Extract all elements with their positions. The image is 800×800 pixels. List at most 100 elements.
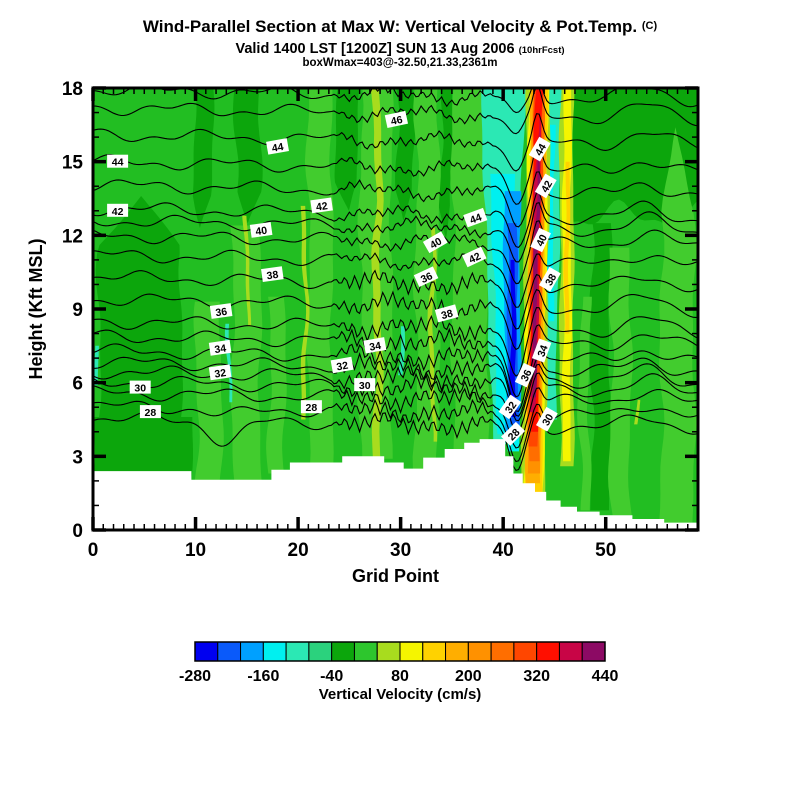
isentrope-32 [93,363,698,422]
page-title: Wind-Parallel Section at Max W: Vertical… [0,17,800,37]
weak-downdraft-stripe [589,223,613,511]
isentrope-42 [93,192,698,249]
contour-label-box [531,338,552,363]
colorbar-cell [331,641,355,662]
contour-label: 34 [531,338,552,363]
contour-label: 44 [107,154,129,169]
contour-label: 36 [514,362,536,388]
isentrope-33 [93,352,698,417]
isentrope-40 [93,220,698,285]
contour-label-box [384,110,409,128]
contour-label-box [107,203,129,217]
y-tick-label: 6 [72,374,83,395]
contour-label: 44 [266,138,289,155]
updraft-streak-stripe [300,205,310,420]
contour-label-value: 38 [543,272,559,288]
colorbar-cell [376,641,401,662]
axis-ticks [91,86,699,532]
colorbar-tick-label: -160 [247,668,279,685]
updraft-band-stripe [563,161,571,334]
contour-label-box [363,337,387,354]
contour-label-box [300,400,322,414]
weak-downdraft-stripe [232,88,263,224]
contour-label: 38 [261,266,284,282]
contour-label-value: 28 [145,407,157,419]
contour-label: 42 [107,203,129,218]
contour-label-box [514,362,536,388]
colorbar-tick-label: 80 [391,668,409,685]
contour-label: 30 [129,380,151,395]
contour-label-value: 30 [540,412,556,428]
isentrope-44 [93,145,698,205]
contour-label-value: 40 [534,233,550,249]
isentrope-37 [93,288,698,351]
isentrope-36 [93,307,698,377]
contour-label-value: 34 [368,340,382,354]
colorbar-cell [422,641,447,662]
contour-label: 42 [534,173,557,199]
forecast-hour-note: (10hrFcst) [518,45,565,56]
isentrope-contours [93,88,698,472]
colorbar-cell [581,641,606,662]
weak-updraft-stripe [229,225,263,481]
contour-label-value: 32 [336,360,350,374]
weak-downdraft-stripe [334,88,360,211]
contour-label: 32 [208,364,232,381]
colorbar-cell [240,641,264,662]
contour-label-box [354,378,376,392]
colorbar-title: Vertical Velocity (cm/s) [319,686,482,703]
contour-label: 28 [501,421,526,446]
weak-downdraft-stripe [93,417,193,481]
isentrope-43 [93,171,698,228]
isentrope-38 [93,269,698,330]
x-tick-label: 40 [493,540,514,561]
contour-label-box [129,380,151,394]
contour-label-value: 46 [390,114,404,128]
contour-label-value: 36 [419,270,435,286]
y-tick-label: 15 [62,153,84,174]
contour-label-value: 30 [359,380,371,392]
contour-label: 32 [498,394,522,420]
max-w-info-line: boxWmax=403@-32.50,21.33,2361m [302,57,498,69]
x-tick-label: 50 [595,540,616,561]
contour-label: 40 [422,231,448,254]
weak-updraft-stripe [577,296,592,511]
contour-label-value: 34 [535,343,550,358]
contour-label-box [538,266,561,292]
valid-time-subtitle: Valid 1400 LST [1200Z] SUN 13 Aug 2006 (… [0,41,800,57]
colorbar: -280 -160 -40 80 200 320 440 Vertical Velocity … [179,641,619,703]
contour-label-box [434,304,459,323]
contour-label: 42 [462,246,487,268]
contour-label: 44 [528,136,551,162]
contour-label-box [208,339,232,356]
contour-label-box [534,173,557,199]
contour-label-box [462,246,487,268]
x-tick-label: 20 [288,540,309,561]
contour-label: 42 [310,197,333,214]
contour-label-box [422,231,448,254]
colorbar-tick-label: 200 [455,668,482,685]
contour-label: 28 [300,400,322,414]
contour-label: 38 [538,266,561,292]
contour-label-box [501,421,526,446]
colorbar-tick-label: -40 [320,668,343,685]
title-units: (C) [641,20,658,32]
contour-label-box [139,405,161,419]
contour-label-value: 44 [468,211,483,226]
contour-label-value: 42 [112,206,124,218]
isentrope-41 [93,202,698,263]
y-axis-label: Height (Kft MSL) [26,239,46,380]
downdraft-core-stripe [509,259,517,417]
colorbar-tick-label: 320 [523,668,550,685]
isentrope-39 [93,249,698,308]
x-tick-label: 0 [88,540,99,561]
contour-label-value: 42 [315,200,328,214]
y-tick-label: 9 [72,300,83,321]
contour-label-value: 42 [539,179,555,195]
contour-label-value: 40 [428,235,444,251]
contour-label-box [413,266,439,287]
x-tick-label: 10 [185,540,206,561]
colorbar-tick-label: 440 [592,668,619,685]
contour-label-box [209,303,233,319]
weak-updraft-stripe [449,88,491,452]
